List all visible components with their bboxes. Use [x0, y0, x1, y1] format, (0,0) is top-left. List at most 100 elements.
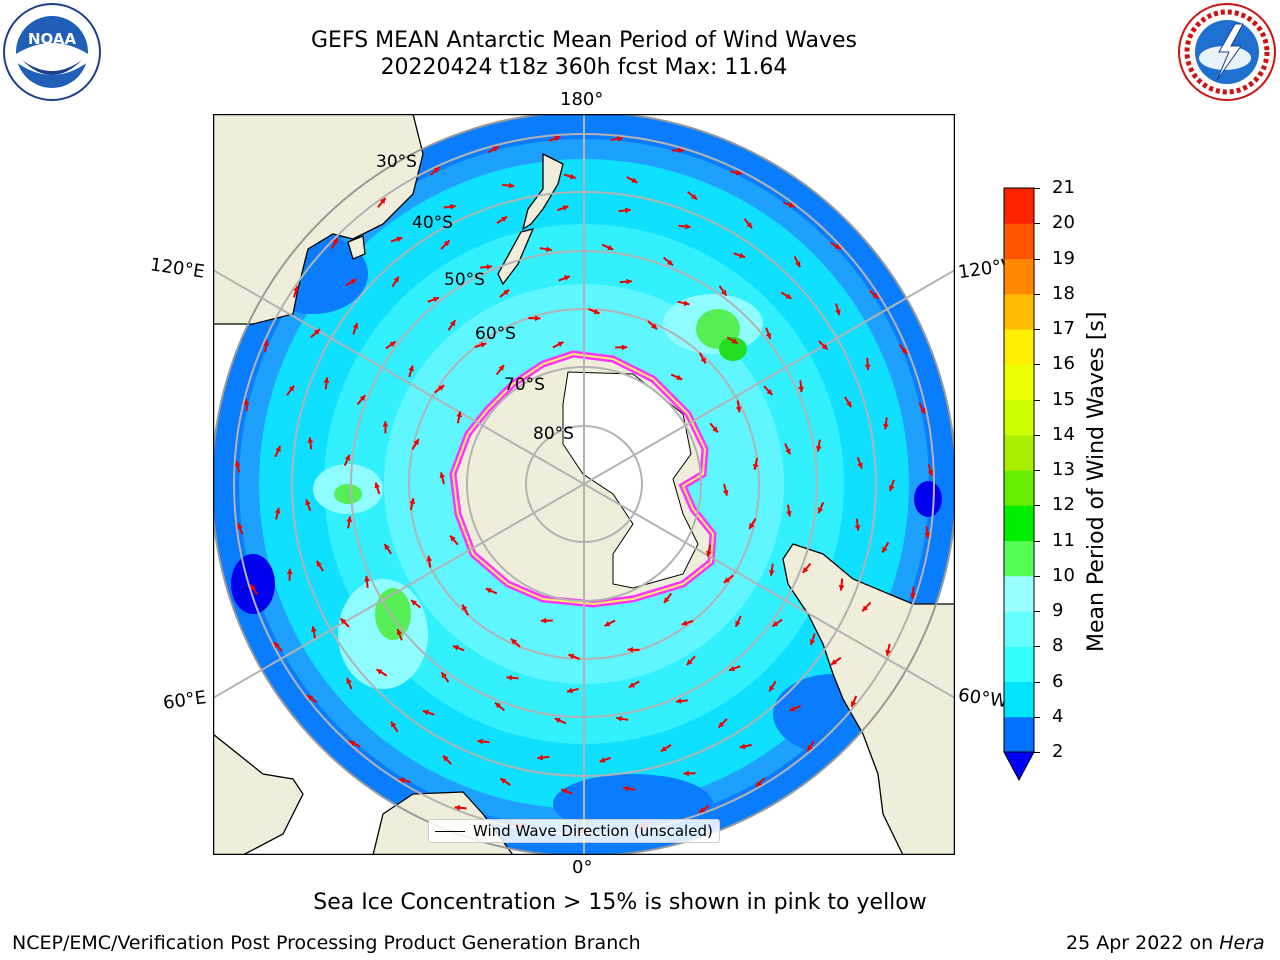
wave-direction-arrowhead — [391, 721, 397, 728]
wave-direction-arrowhead — [561, 788, 568, 794]
chart-title: GEFS MEAN Antarctic Mean Period of Wind … — [311, 28, 857, 53]
wave-direction-arrowhead — [396, 236, 403, 243]
wave-direction-arrowhead — [756, 780, 762, 787]
wave-direction-arrowhead — [495, 702, 501, 709]
wave-direction-arrowhead — [396, 629, 403, 635]
wave-direction-arrowhead — [631, 177, 638, 183]
wave-direction-arrowhead — [508, 182, 515, 189]
wave-direction-arrowhead — [772, 621, 779, 627]
wave-direction-arrowhead — [686, 659, 693, 666]
credit-left: NCEP/EMC/Verification Post Processing Pr… — [12, 932, 641, 954]
wave-direction-arrowhead — [568, 653, 575, 660]
colorbar-tick-mark — [1034, 188, 1040, 189]
wave-direction-arrowhead — [599, 757, 606, 763]
colorbar-tick-label: 16 — [1052, 353, 1075, 375]
wave-direction-arrowhead — [785, 448, 791, 455]
wave-direction-arrowhead — [399, 777, 405, 784]
colorbar-segment — [1004, 505, 1034, 541]
wave-direction-arrowhead — [382, 421, 389, 427]
wave-direction-arrowhead — [746, 222, 752, 229]
wave-direction-arrowhead — [263, 340, 269, 346]
wave-direction-arrowhead — [766, 389, 773, 395]
wave-direction-arrowhead — [307, 695, 314, 701]
wave-direction-arrowhead — [545, 246, 552, 253]
colorbar-segment — [1004, 716, 1034, 753]
wave-direction-arrowhead — [286, 568, 293, 575]
wave-direction-arrowhead — [443, 240, 450, 247]
lon-label-0: 0° — [572, 857, 593, 878]
wave-direction-arrowhead — [735, 620, 741, 627]
wave-direction-arrowhead — [314, 329, 320, 335]
wave-direction-arrowhead — [449, 320, 456, 327]
wave-direction-arrowhead — [749, 523, 755, 529]
wave-direction-arrowhead — [789, 705, 796, 712]
colorbar-segment — [1004, 470, 1034, 506]
wave-direction-arrowhead — [685, 223, 691, 230]
wave-direction-arrowhead — [678, 147, 684, 154]
wave-direction-arrowhead — [718, 721, 725, 728]
wave-direction-arrowhead — [288, 385, 295, 392]
colorbar-tick-label: 15 — [1052, 388, 1075, 410]
colorbar-tick-mark — [1034, 611, 1040, 612]
wave-direction-arrowhead — [569, 173, 576, 180]
wind-wave-arrows — [234, 135, 934, 834]
wave-direction-arrowhead — [332, 238, 338, 245]
wave-direction-arrowhead — [786, 510, 792, 517]
wave-direction-arrowhead — [316, 560, 322, 567]
wave-direction-arrowhead — [883, 423, 889, 430]
wave-direction-arrowhead — [450, 535, 456, 542]
lon-label-120e: 120°E — [148, 254, 206, 283]
wave-direction-arrowhead — [374, 482, 381, 489]
lat-label-40s: 40°S — [412, 213, 453, 233]
wave-direction-arrowhead — [384, 543, 390, 550]
credit-host: Hera — [1219, 932, 1265, 954]
wave-direction-arrowhead — [273, 642, 280, 649]
wave-direction-arrowhead — [492, 146, 499, 152]
colorbar-tick-mark — [1034, 470, 1040, 471]
wave-direction-arrowhead — [359, 395, 366, 401]
wave-direction-arrowhead — [409, 498, 416, 504]
wave-direction-arrowhead — [411, 600, 417, 606]
wave-direction-arrowhead — [927, 470, 934, 476]
wave-direction-arrowhead — [681, 620, 688, 626]
lat-label-30s: 30°S — [376, 152, 417, 172]
wave-direction-arrowhead — [625, 207, 631, 214]
wave-direction-arrowhead — [433, 296, 439, 303]
wave-direction-arrowhead — [660, 746, 667, 752]
wave-direction-arrowhead — [452, 645, 459, 651]
lon-label-60e: 60°E — [161, 687, 208, 714]
wave-direction-arrowhead — [349, 740, 356, 747]
colorbar-tick-mark — [1034, 293, 1040, 295]
colorbar-tick-mark — [1034, 646, 1040, 648]
graticule — [213, 114, 955, 855]
colorbar-segment — [1004, 399, 1034, 436]
colorbar-segment — [1004, 611, 1034, 647]
wave-direction-arrowhead — [616, 715, 623, 722]
colorbar-tick-mark — [1034, 752, 1040, 753]
colorbar-tick-label: 2 — [1052, 741, 1064, 762]
colorbar-tick-label: 14 — [1052, 423, 1075, 445]
colorbar-tick-label: 21 — [1052, 177, 1075, 198]
wave-direction-arrowhead — [857, 462, 863, 469]
wave-direction-arrowhead — [683, 300, 690, 306]
noaa-logo: NOAA — [3, 3, 101, 101]
wave-direction-arrowhead — [426, 555, 433, 562]
colorbar-segment — [1004, 540, 1034, 577]
colorbar-tick-mark — [1034, 329, 1040, 330]
chart-subtitle: 20220424 t18z 360h fcst Max: 11.64 — [380, 55, 788, 80]
colorbar-segment — [1004, 293, 1034, 330]
credit-right: 25 Apr 2022 on Hera — [1066, 932, 1265, 954]
credit-date: 25 Apr 2022 on — [1066, 932, 1220, 954]
wave-direction-arrowhead — [234, 460, 241, 467]
colorbar-tick-mark — [1034, 223, 1040, 225]
wave-direction-arrowhead — [275, 445, 281, 452]
wave-direction-arrowhead — [439, 472, 446, 479]
wave-direction-arrowhead — [364, 575, 370, 582]
wave-direction-arrowhead — [834, 243, 841, 249]
legend-label: Wind Wave Direction (unscaled) — [473, 822, 713, 840]
map-legend: Wind Wave Direction (unscaled) — [428, 819, 720, 843]
wave-direction-arrowhead — [563, 275, 570, 281]
colorbar-tick-label: 18 — [1052, 282, 1075, 304]
wave-direction-arrowhead — [699, 807, 706, 813]
wave-direction-arrowhead — [537, 754, 543, 761]
